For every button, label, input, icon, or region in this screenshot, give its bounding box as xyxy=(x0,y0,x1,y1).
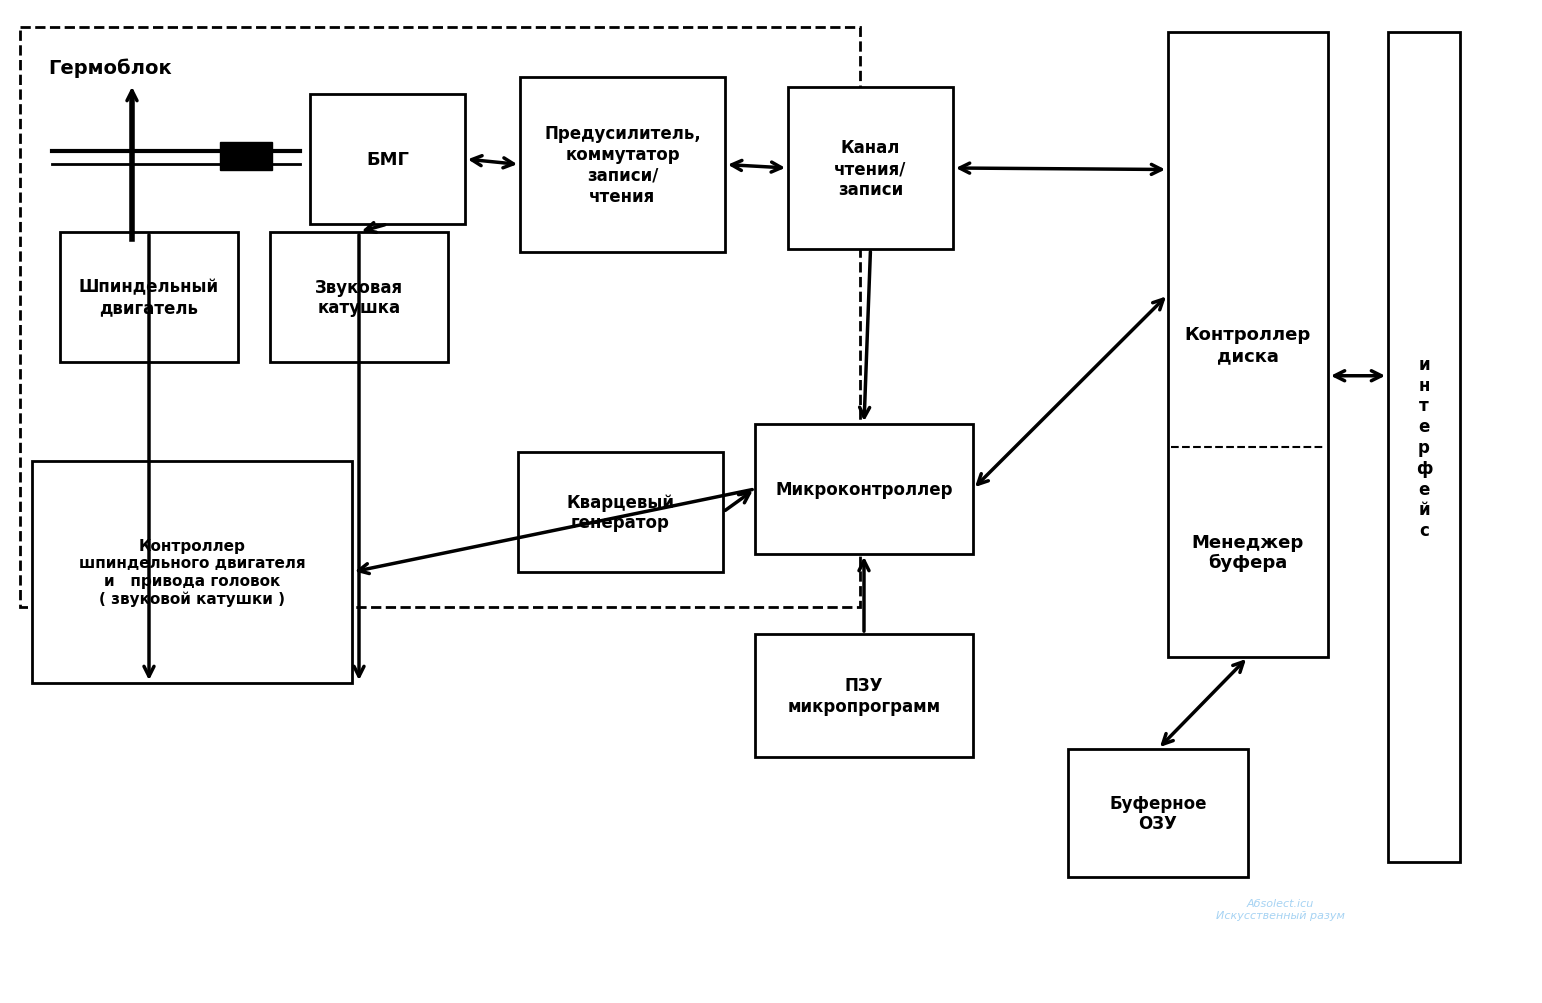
Bar xyxy=(32,461,352,683)
Text: Гермоблок: Гермоблок xyxy=(48,58,171,77)
Bar xyxy=(1388,33,1460,863)
Text: и
н
т
е
р
ф
е
й
с: и н т е р ф е й с xyxy=(1416,355,1433,540)
Text: Контроллер
шпиндельного двигателя
и   привода головок
( звуковой катушки ): Контроллер шпиндельного двигателя и прив… xyxy=(79,539,305,606)
Text: Шпиндельный
двигатель: Шпиндельный двигатель xyxy=(79,278,219,317)
Bar xyxy=(270,233,449,363)
Bar xyxy=(1167,33,1328,657)
Text: ПЗУ
микропрограмм: ПЗУ микропрограмм xyxy=(788,676,941,715)
Bar xyxy=(788,88,953,250)
Bar xyxy=(756,634,973,757)
Bar xyxy=(60,233,237,363)
Bar xyxy=(756,424,973,555)
Text: БМГ: БМГ xyxy=(365,150,409,169)
Bar xyxy=(518,452,723,573)
Bar xyxy=(221,142,271,171)
Text: Абsolect.icu
Искусственный разум: Абsolect.icu Искусственный разум xyxy=(1215,899,1345,920)
Text: Канал
чтения/
записи: Канал чтения/ записи xyxy=(834,139,907,199)
Text: Менеджер
буфера: Менеджер буфера xyxy=(1192,533,1305,572)
Bar xyxy=(20,28,860,608)
Text: Предусилитель,
коммутатор
записи/
чтения: Предусилитель, коммутатор записи/ чтения xyxy=(544,125,702,206)
Text: Кварцевый
генератор: Кварцевый генератор xyxy=(566,493,674,532)
Bar xyxy=(1069,749,1247,878)
Bar xyxy=(520,78,725,253)
Text: Микроконтроллер: Микроконтроллер xyxy=(776,480,953,498)
Text: Буферное
ОЗУ: Буферное ОЗУ xyxy=(1109,793,1207,832)
Text: Звуковая
катушка: Звуковая катушка xyxy=(315,278,402,317)
Bar xyxy=(310,95,466,225)
Text: Контроллер
диска: Контроллер диска xyxy=(1184,326,1311,364)
